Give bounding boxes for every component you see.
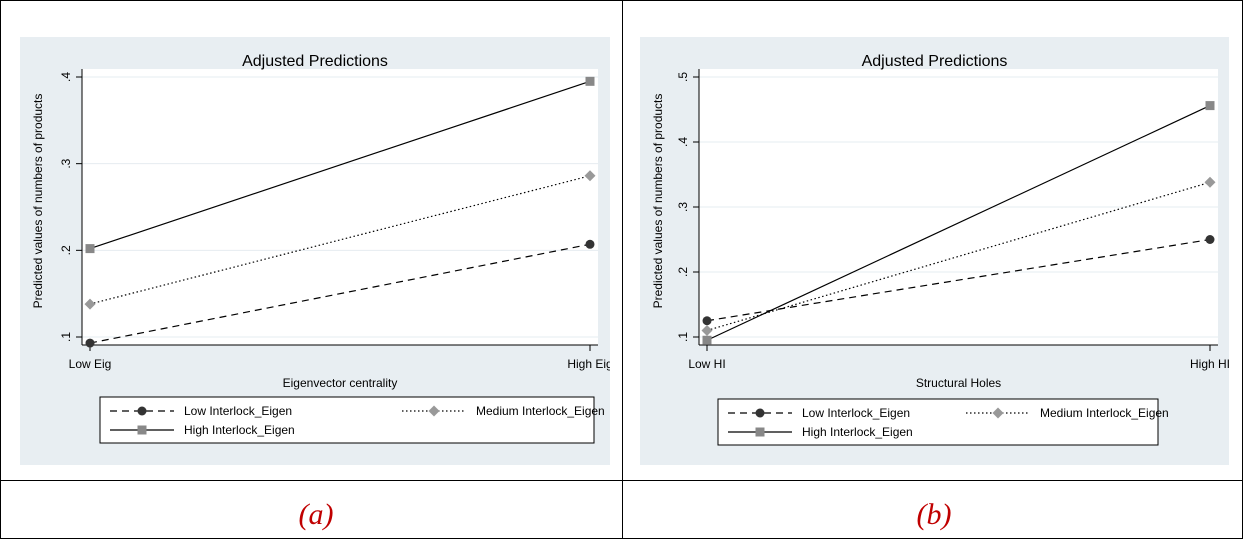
legend-marker (137, 406, 147, 416)
series-line (706, 181, 1211, 332)
y-tick-label: .4 (59, 72, 73, 82)
legend-label: Medium Interlock_Eigen (476, 404, 605, 418)
data-point (1205, 101, 1215, 111)
legend-box (717, 398, 1159, 446)
series-line (706, 238, 1211, 322)
caption-b: (b) (916, 498, 952, 531)
legend-label: High Interlock_Eigen (184, 423, 295, 437)
chart-panel-b: Adjusted Predictions .1 .2 .3 .4 .5 Low HI High… (640, 37, 1229, 465)
legend-box (99, 396, 595, 444)
series-line (89, 80, 591, 250)
y-tick-label: .2 (676, 267, 690, 277)
series-line (706, 105, 1211, 341)
chart-title: Adjusted Predictions (862, 53, 1008, 70)
y-tick-label: .4 (676, 137, 690, 147)
chart-panel-a: Adjusted Predictions .1 .2 .3 .4 Low Eig High … (20, 37, 610, 465)
legend-label: Low Interlock_Eigen (802, 406, 910, 420)
y-tick-label: .1 (676, 332, 690, 342)
chart-b-svg: Adjusted Predictions .1 .2 .3 .4 .5 Low HI High… (651, 53, 1229, 446)
x-axis-label: Eigenvector centrality (283, 376, 398, 390)
data-point (585, 239, 595, 249)
data-point (584, 170, 596, 182)
chart-title: Adjusted Predictions (242, 53, 388, 70)
x-tick-label: High HI (1190, 357, 1229, 371)
y-axis-label: Predicted values of numbers of products (651, 94, 665, 309)
y-tick-label: .3 (676, 202, 690, 212)
y-tick-label: .1 (59, 332, 73, 342)
legend-label: Low Interlock_Eigen (184, 404, 292, 418)
legend-marker (992, 407, 1004, 419)
data-point (702, 316, 712, 326)
data-point (85, 338, 95, 348)
data-point (1204, 176, 1216, 188)
panel-divider (622, 0, 623, 539)
data-point (85, 244, 95, 254)
data-point (702, 335, 712, 345)
legend-label: High Interlock_Eigen (802, 425, 913, 439)
y-axis-label: Predicted values of numbers of products (31, 94, 45, 309)
x-tick-label: High Eig (567, 357, 610, 371)
series-line (89, 243, 591, 344)
caption-divider (0, 480, 1243, 481)
y-tick-label: .3 (59, 158, 73, 168)
caption-a: (a) (298, 498, 334, 531)
legend-marker (755, 408, 765, 418)
y-tick-label: .5 (676, 72, 690, 82)
plot-area (82, 69, 598, 345)
legend-label: Medium Interlock_Eigen (1040, 406, 1169, 420)
legend-marker (428, 405, 440, 417)
y-tick-label: .2 (59, 245, 73, 255)
chart-a-svg: Adjusted Predictions .1 .2 .3 .4 Low Eig High … (31, 53, 610, 444)
legend-marker (755, 427, 765, 437)
legend-marker (137, 425, 147, 435)
data-point (84, 298, 96, 310)
data-point (701, 325, 713, 336)
x-tick-label: Low HI (688, 357, 725, 371)
data-point (585, 76, 595, 86)
data-point (1205, 235, 1215, 244)
x-tick-label: Low Eig (69, 357, 112, 371)
x-axis-label: Structural Holes (916, 376, 1001, 390)
